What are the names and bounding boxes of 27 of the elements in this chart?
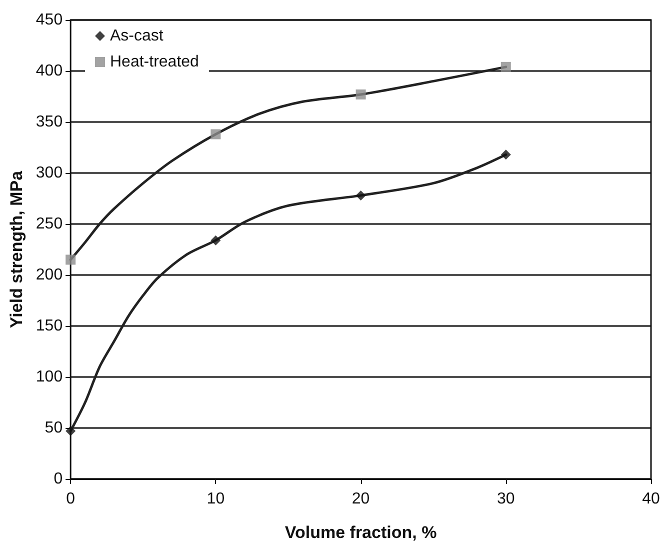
y-tick-label: 300 bbox=[36, 164, 63, 182]
x-tick-label: 30 bbox=[497, 490, 515, 508]
point bbox=[500, 150, 511, 160]
point bbox=[66, 426, 76, 436]
point bbox=[210, 235, 221, 246]
point bbox=[500, 62, 511, 72]
x-tick-label: 40 bbox=[642, 490, 660, 508]
point bbox=[356, 89, 366, 100]
x-tick-label: 10 bbox=[206, 490, 225, 508]
y-tick-label: 350 bbox=[36, 114, 63, 130]
point bbox=[210, 129, 221, 140]
y-axis-title: Yield strength, MPa bbox=[7, 170, 26, 328]
y-tick-label: 250 bbox=[36, 216, 63, 232]
x-axis-title: Volume fraction, % bbox=[284, 523, 437, 542]
point bbox=[356, 190, 366, 200]
legend-label: As-cast bbox=[110, 28, 164, 44]
y-tick-label: 450 bbox=[36, 12, 63, 28]
y-tick-label: 150 bbox=[36, 318, 63, 334]
x-tick-label: 0 bbox=[66, 490, 76, 508]
y-tick-label: 0 bbox=[54, 470, 63, 488]
y-tick-label: 50 bbox=[44, 420, 63, 436]
y-tick-label: 100 bbox=[36, 368, 63, 386]
y-tick-label: 200 bbox=[36, 266, 63, 284]
point bbox=[66, 254, 76, 265]
legend-label: Heat-treated bbox=[110, 54, 199, 70]
x-tick-label: 20 bbox=[352, 490, 370, 508]
y-tick-label: 400 bbox=[36, 62, 63, 80]
